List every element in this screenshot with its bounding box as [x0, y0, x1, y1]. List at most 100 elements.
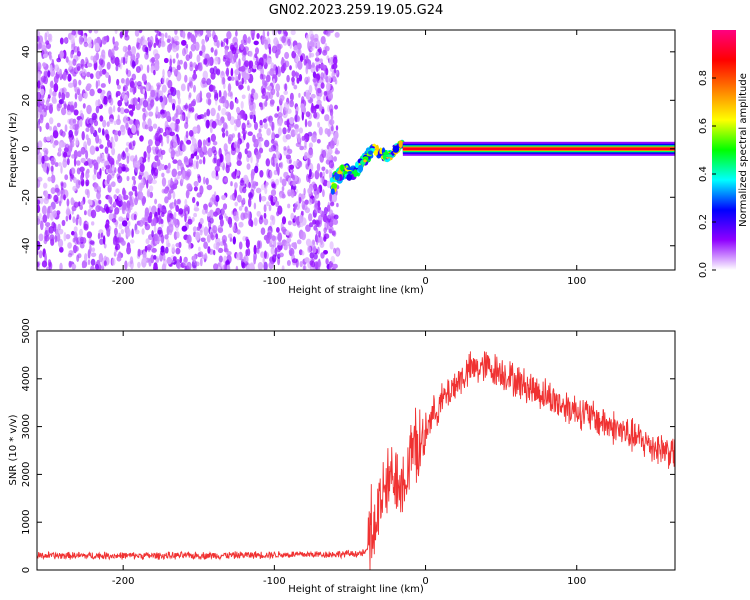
- colorbar-gradient: [712, 30, 736, 270]
- noise-cell: [268, 147, 274, 153]
- noise-cell: [167, 70, 171, 78]
- noise-cell: [61, 92, 66, 101]
- noise-cell: [333, 247, 337, 254]
- noise-cell: [263, 212, 267, 219]
- noise-cell: [88, 30, 93, 34]
- noise-cell: [293, 242, 297, 249]
- noise-cell: [124, 260, 128, 270]
- noise-cell: [47, 193, 52, 200]
- noise-cell: [130, 239, 135, 244]
- noise-cell: [324, 114, 330, 122]
- noise-cell: [52, 130, 59, 139]
- noise-cell: [276, 43, 282, 52]
- noise-cell: [330, 115, 334, 120]
- noise-cell: [171, 243, 175, 253]
- noise-cell: [54, 234, 58, 243]
- noise-cell: [135, 57, 139, 65]
- noise-cell: [37, 35, 40, 42]
- colorbar-label: Normalized spectral amplitude: [738, 73, 749, 227]
- noise-cell: [253, 202, 257, 210]
- noise-cell: [248, 181, 252, 189]
- noise-cell: [165, 129, 169, 136]
- noise-cell: [332, 263, 338, 269]
- noise-cell: [126, 228, 131, 237]
- noise-cell: [62, 182, 67, 189]
- noise-cell: [309, 252, 315, 259]
- noise-cell: [264, 80, 268, 90]
- noise-cell: [79, 118, 83, 128]
- noise-cell: [101, 68, 107, 75]
- spectrogram-x-ticks: -200 -100 0 100: [112, 30, 586, 287]
- noise-cell: [141, 73, 147, 82]
- noise-cell: [83, 41, 89, 48]
- noise-cell: [311, 62, 315, 68]
- noise-cell: [122, 45, 128, 53]
- noise-cell: [320, 72, 324, 81]
- noise-cell: [192, 196, 196, 204]
- noise-cell: [185, 54, 190, 61]
- noise-cell: [310, 40, 315, 47]
- noise-cell: [114, 30, 118, 34]
- noise-cell: [98, 253, 104, 263]
- noise-cell: [248, 218, 253, 227]
- noise-cell: [45, 43, 52, 49]
- transition-cell: [330, 188, 335, 195]
- noise-cell: [161, 172, 165, 178]
- y-tick-label: -40: [21, 238, 32, 254]
- noise-cell: [253, 114, 256, 124]
- noise-cell: [246, 163, 251, 170]
- noise-cell: [285, 154, 291, 160]
- noise-cell: [319, 63, 326, 69]
- noise-cell: [270, 138, 275, 144]
- noise-cell: [233, 141, 238, 149]
- noise-cell: [322, 179, 328, 187]
- noise-cell: [315, 227, 319, 235]
- noise-cell: [80, 31, 84, 37]
- noise-cell: [44, 190, 49, 199]
- noise-cell: [253, 255, 256, 265]
- noise-cell: [185, 102, 188, 112]
- noise-cell: [113, 201, 117, 207]
- noise-cell: [307, 245, 311, 253]
- noise-cell: [146, 244, 152, 251]
- noise-cell: [47, 70, 51, 78]
- noise-cell: [225, 67, 230, 77]
- noise-cell: [216, 158, 221, 168]
- noise-cell: [81, 263, 85, 269]
- transition-cell: [363, 159, 367, 163]
- noise-cell: [116, 200, 120, 206]
- noise-cell: [281, 36, 286, 44]
- noise-cell: [304, 199, 309, 205]
- noise-cell: [188, 130, 194, 137]
- noise-cell: [307, 157, 310, 167]
- noise-cell: [117, 153, 122, 162]
- colorbar-ticks: 0.0 0.2 0.4 0.6 0.8: [698, 70, 716, 278]
- noise-cell: [122, 201, 127, 211]
- noise-cell: [132, 86, 136, 95]
- noise-cell: [135, 66, 141, 73]
- noise-cell: [241, 56, 246, 62]
- noise-cell: [247, 85, 250, 92]
- noise-cell: [134, 30, 140, 37]
- noise-cell: [321, 149, 327, 159]
- noise-cell: [248, 192, 253, 199]
- noise-cell: [71, 210, 74, 215]
- noise-cell: [50, 174, 56, 184]
- noise-cell: [74, 101, 78, 109]
- noise-cell: [113, 251, 117, 257]
- noise-cell: [177, 59, 181, 69]
- noise-cell: [175, 247, 181, 255]
- noise-cell: [295, 176, 302, 185]
- noise-cell: [176, 198, 181, 205]
- noise-cell: [309, 168, 312, 178]
- noise-cell: [60, 182, 64, 191]
- noise-cell: [327, 128, 331, 137]
- noise-cell: [43, 149, 48, 159]
- noise-cell: [314, 57, 320, 62]
- noise-cell: [129, 77, 134, 88]
- noise-cell: [138, 30, 143, 34]
- noise-cell: [209, 210, 213, 216]
- noise-cell: [211, 194, 216, 203]
- noise-cell: [270, 246, 275, 255]
- noise-cell: [179, 59, 183, 65]
